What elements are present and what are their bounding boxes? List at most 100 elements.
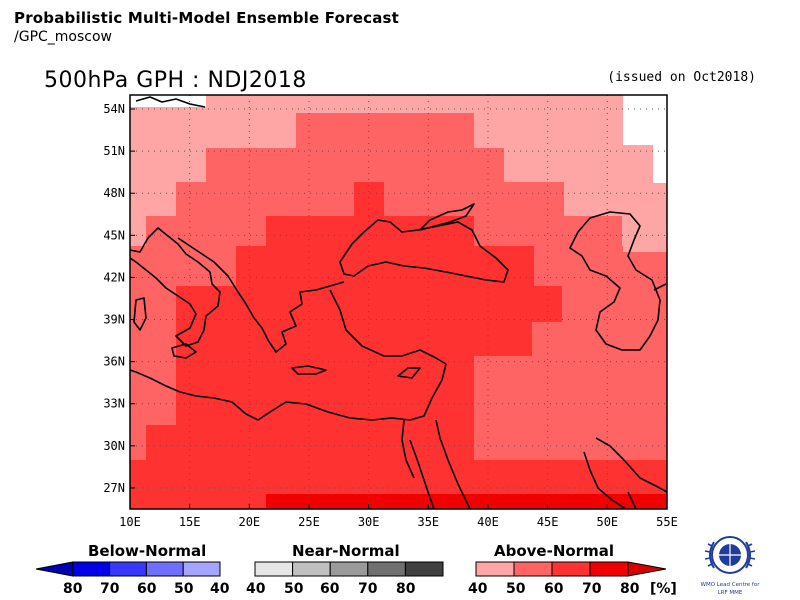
prob-cell-8 (266, 216, 474, 246)
lat-label-4: 39N (103, 313, 125, 327)
legend-above-swatch-0 (475, 561, 515, 577)
caspian-sea (569, 211, 661, 351)
prob-cell-east (623, 222, 667, 252)
legend-near-val-1: 50 (284, 581, 304, 597)
lon-label-9: 55E (656, 515, 678, 529)
lon-label-0: 10E (119, 515, 141, 529)
kara-bogaz (653, 283, 667, 291)
legend-unit: [%] (650, 581, 677, 597)
adriatic-east (177, 237, 255, 319)
legend-above-swatch-4 (627, 561, 667, 577)
legend-near-val-0: 40 (246, 581, 266, 597)
legend-below-title: Below-Normal (88, 542, 207, 560)
lat-label-2: 33N (103, 397, 125, 411)
legend-below-swatch-1 (72, 561, 111, 577)
lat-label-9: 54N (103, 102, 125, 116)
red-sea (409, 439, 435, 509)
lat-label-0: 27N (103, 481, 125, 495)
legend-near-swatch-3 (367, 561, 406, 577)
lat-label-3: 36N (103, 355, 125, 369)
header-title: Probabilistic Multi-Model Ensemble Forec… (14, 9, 400, 27)
prob-cell-3 (206, 148, 504, 188)
legend-near-swatch-0 (254, 561, 294, 577)
legend-below-swatch-3 (145, 561, 184, 577)
lat-label-6: 45N (103, 228, 125, 242)
lat-label-8: 51N (103, 144, 125, 158)
lat-label-1: 30N (103, 439, 125, 453)
legend-below-val-0: 80 (63, 581, 83, 597)
legend-near-swatch-1 (292, 561, 331, 577)
prob-cell-14 (146, 425, 474, 465)
legend-below-val-2: 60 (137, 581, 157, 597)
turkey-south (329, 289, 447, 365)
no-signal-cell-2 (653, 145, 667, 183)
nile (401, 419, 415, 479)
lon-label-7: 45E (537, 515, 559, 529)
greece-coast (253, 281, 345, 353)
legend-near-val-4: 80 (396, 581, 416, 597)
persian-gulf (595, 437, 667, 493)
legend-above-normal (475, 561, 667, 577)
issued-date: (issued on Oct2018) (607, 70, 756, 85)
coastlines (130, 96, 667, 509)
prob-cell-2 (296, 113, 474, 153)
crete (291, 365, 327, 375)
lon-label-1: 15E (179, 515, 201, 529)
levant-egypt (257, 363, 447, 421)
legend-near-title: Near-Normal (292, 542, 400, 560)
legend-above-val-0: 40 (468, 581, 488, 597)
legend-below-val-1: 70 (100, 581, 120, 597)
legend-near-normal (254, 561, 444, 577)
baltic-coast (135, 96, 206, 108)
legend-below-swatch-4 (182, 561, 221, 577)
legend-below-normal (35, 561, 221, 577)
legend-near-swatch-2 (329, 561, 369, 577)
legend-above-swatch-1 (513, 561, 553, 577)
legend-below-val-4: 40 (210, 581, 230, 597)
wmo-lead-centre-logo: WMO Lead Centre for LRF MME (701, 536, 761, 596)
prob-cell-10 (176, 286, 562, 322)
legend-near-swatch-4 (404, 561, 444, 577)
legend-below-swatch-2 (109, 561, 147, 577)
black-sea (339, 219, 509, 283)
lon-label-6: 40E (477, 515, 499, 529)
legend-above-val-3: 70 (582, 581, 602, 597)
legend-above-swatch-2 (551, 561, 591, 577)
logo-text-1: WMO Lead Centre for (701, 582, 761, 588)
no-signal-cell (623, 95, 667, 145)
map-frame (129, 94, 668, 510)
lon-labels: 10E 15E 20E 25E 30E 35E 40E 45E 50E 55E (119, 515, 678, 529)
lat-labels: 27N 30N 33N 36N 39N 42N 45N 48N 51N 54N (103, 102, 125, 495)
libya-coast (130, 369, 259, 421)
gulf-south (583, 451, 627, 509)
legend-above-val-4: 80 (620, 581, 640, 597)
header-subtitle: /GPC_moscow (14, 29, 112, 45)
map-title: 500hPa GPH : NDJ2018 (44, 68, 307, 93)
lon-label-4: 30E (358, 515, 380, 529)
lon-label-8: 50E (596, 515, 618, 529)
lat-label-7: 48N (103, 186, 125, 200)
legend-above-val-1: 50 (506, 581, 526, 597)
logo-text-2: LRF MME (718, 590, 743, 596)
legend-above-val-2: 60 (544, 581, 564, 597)
axis-ticks (129, 108, 668, 509)
legend-above-title: Above-Normal (494, 542, 614, 560)
legend-above-swatch-3 (589, 561, 629, 577)
lon-label-2: 20E (238, 515, 260, 529)
legend-near-val-2: 60 (320, 581, 340, 597)
italy-coast (130, 227, 221, 347)
cyprus (397, 367, 421, 379)
red-sea-east (435, 419, 471, 509)
lon-label-5: 35E (417, 515, 439, 529)
sicily (171, 343, 197, 359)
probability-field (130, 95, 667, 509)
legend-near-val-3: 70 (358, 581, 378, 597)
lat-label-5: 42N (103, 270, 125, 284)
gulf-coast-2 (627, 491, 637, 509)
legend-below-val-3: 50 (174, 581, 194, 597)
azov-sea (419, 203, 475, 231)
lon-label-3: 25E (298, 515, 320, 529)
sardinia (133, 297, 147, 331)
legend-below-swatch-0 (35, 561, 74, 577)
